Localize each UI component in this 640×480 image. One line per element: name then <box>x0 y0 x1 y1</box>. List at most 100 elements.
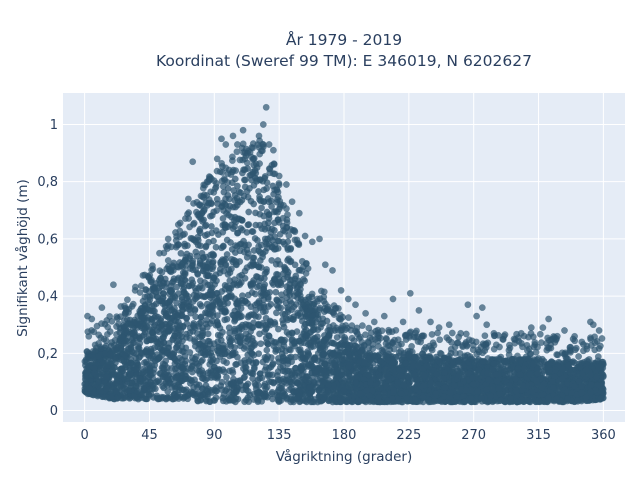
data-point <box>223 385 231 393</box>
data-point <box>297 364 305 372</box>
data-point <box>147 354 155 362</box>
data-point <box>242 383 250 390</box>
data-point <box>195 381 203 389</box>
data-point <box>189 321 197 329</box>
data-point <box>118 365 126 373</box>
data-point <box>338 356 346 363</box>
data-point <box>314 315 322 323</box>
data-point <box>155 353 163 361</box>
data-point <box>219 397 227 405</box>
data-point <box>365 366 373 374</box>
data-point <box>256 249 264 256</box>
data-point <box>246 347 254 355</box>
data-point <box>252 312 259 320</box>
data-point <box>224 270 232 278</box>
data-point <box>163 349 171 357</box>
data-point <box>274 325 282 333</box>
data-point <box>204 304 212 312</box>
data-point <box>261 389 269 397</box>
data-point <box>317 369 325 377</box>
data-point <box>218 307 226 315</box>
data-point <box>189 266 197 274</box>
data-point <box>296 345 304 353</box>
data-point <box>193 293 201 301</box>
data-point <box>284 238 292 246</box>
data-point <box>180 393 188 401</box>
data-point <box>250 161 258 169</box>
data-point <box>169 353 177 361</box>
data-point <box>281 368 289 375</box>
data-point <box>228 366 236 374</box>
data-point <box>236 313 244 321</box>
data-point <box>206 271 213 279</box>
data-point <box>214 297 222 305</box>
data-point <box>235 324 243 332</box>
data-point <box>267 197 275 205</box>
data-point <box>405 373 413 381</box>
data-point <box>130 318 138 326</box>
data-point <box>167 296 174 304</box>
data-point <box>125 387 133 395</box>
data-point <box>222 261 230 269</box>
data-point <box>238 196 246 204</box>
data-point <box>287 244 295 252</box>
data-point <box>196 257 204 265</box>
data-point <box>587 381 595 389</box>
data-point <box>236 336 244 344</box>
data-point <box>128 379 136 387</box>
data-point <box>167 319 175 327</box>
data-point <box>201 222 209 230</box>
data-point <box>330 395 338 403</box>
data-point <box>226 338 234 346</box>
data-point <box>240 166 248 174</box>
data-point <box>264 340 272 348</box>
data-point <box>289 315 297 323</box>
data-point <box>431 397 439 405</box>
data-point <box>450 381 458 389</box>
data-point <box>320 350 328 358</box>
data-point <box>337 398 345 406</box>
data-point <box>535 397 543 405</box>
data-point <box>152 288 160 296</box>
data-point <box>236 377 244 385</box>
data-point <box>212 271 220 279</box>
data-point <box>485 376 493 384</box>
data-point <box>245 208 253 216</box>
data-point <box>202 376 209 384</box>
data-point <box>244 335 252 343</box>
data-point <box>526 371 534 379</box>
data-point <box>219 328 226 336</box>
data-point <box>330 340 338 348</box>
data-point <box>245 221 253 228</box>
data-point <box>384 356 392 364</box>
data-point <box>210 340 218 348</box>
data-point <box>455 372 463 379</box>
data-point <box>247 171 255 179</box>
data-point <box>171 360 179 368</box>
data-point <box>189 259 196 267</box>
data-point <box>106 351 114 358</box>
data-point <box>194 397 202 405</box>
data-point <box>110 370 118 378</box>
data-point <box>376 372 384 380</box>
data-point <box>162 312 170 320</box>
data-point <box>279 310 287 318</box>
data-point <box>267 363 275 371</box>
data-point <box>265 211 273 219</box>
data-point <box>288 340 296 348</box>
data-point <box>171 304 178 312</box>
data-point <box>150 314 158 322</box>
data-point <box>497 397 505 404</box>
data-point <box>345 354 353 362</box>
data-point <box>241 274 249 282</box>
data-point <box>260 186 268 194</box>
data-point <box>260 274 268 282</box>
data-point <box>441 369 449 377</box>
data-point <box>274 346 282 354</box>
data-point <box>249 258 257 266</box>
data-point <box>247 282 255 290</box>
data-point <box>179 366 187 373</box>
data-point <box>173 343 181 351</box>
data-point <box>198 302 205 310</box>
